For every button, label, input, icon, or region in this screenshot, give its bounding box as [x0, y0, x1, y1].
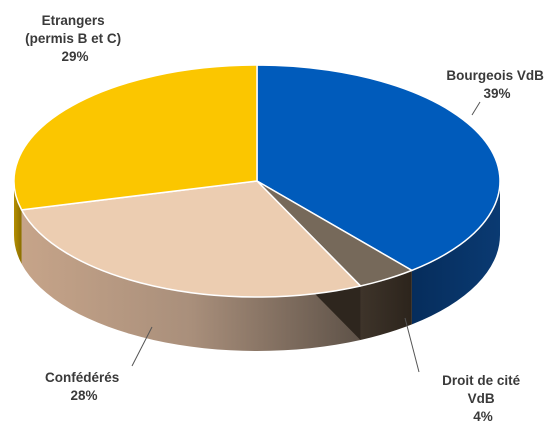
pie-slice-bourgeois: [256, 64, 501, 272]
leader-droit: [404, 317, 420, 373]
leader-confederes: [131, 326, 153, 367]
label-droit-de-cite: Droit de cité VdB 4%: [442, 373, 524, 424]
leader-bourgeois: [471, 101, 481, 116]
label-etrangers: Etrangers (permis B et C) 29%: [25, 13, 125, 64]
pie-side-droit-de-cite: [360, 270, 412, 340]
pie-slice-etrangers: [13, 64, 258, 211]
label-confederes: Confédérés 28%: [45, 370, 123, 403]
pie-side-bourgeois: [411, 181, 500, 325]
pie-side-etrangers: [13, 181, 22, 264]
label-bourgeois: Bourgeois VdB 39%: [446, 68, 547, 101]
pie-slice-confederes: [20, 180, 362, 298]
pie-side-confederes: [21, 209, 361, 352]
